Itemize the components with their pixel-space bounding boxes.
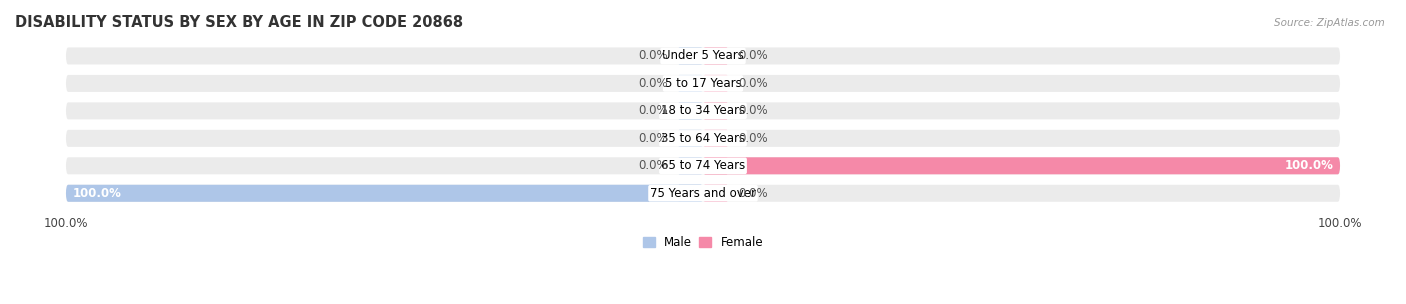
FancyBboxPatch shape — [703, 185, 728, 202]
FancyBboxPatch shape — [678, 130, 703, 147]
Text: 75 Years and over: 75 Years and over — [650, 187, 756, 200]
FancyBboxPatch shape — [703, 130, 728, 147]
FancyBboxPatch shape — [66, 185, 1340, 202]
Text: 65 to 74 Years: 65 to 74 Years — [661, 159, 745, 172]
FancyBboxPatch shape — [66, 102, 1340, 119]
Legend: Male, Female: Male, Female — [638, 231, 768, 254]
Text: 0.0%: 0.0% — [638, 104, 668, 117]
Text: 0.0%: 0.0% — [638, 77, 668, 90]
Text: 0.0%: 0.0% — [638, 159, 668, 172]
Text: DISABILITY STATUS BY SEX BY AGE IN ZIP CODE 20868: DISABILITY STATUS BY SEX BY AGE IN ZIP C… — [15, 15, 463, 30]
Text: 100.0%: 100.0% — [1285, 159, 1334, 172]
FancyBboxPatch shape — [66, 185, 703, 202]
Text: 0.0%: 0.0% — [638, 132, 668, 145]
Text: Under 5 Years: Under 5 Years — [662, 50, 744, 62]
Text: 0.0%: 0.0% — [738, 50, 768, 62]
FancyBboxPatch shape — [678, 157, 703, 174]
FancyBboxPatch shape — [703, 157, 1340, 174]
FancyBboxPatch shape — [66, 157, 1340, 174]
FancyBboxPatch shape — [678, 102, 703, 119]
Text: 18 to 34 Years: 18 to 34 Years — [661, 104, 745, 117]
Text: 0.0%: 0.0% — [638, 50, 668, 62]
FancyBboxPatch shape — [703, 102, 728, 119]
FancyBboxPatch shape — [66, 47, 1340, 64]
Text: 0.0%: 0.0% — [738, 187, 768, 200]
Text: 5 to 17 Years: 5 to 17 Years — [665, 77, 741, 90]
Text: Source: ZipAtlas.com: Source: ZipAtlas.com — [1274, 18, 1385, 28]
Text: 0.0%: 0.0% — [738, 104, 768, 117]
Text: 0.0%: 0.0% — [738, 77, 768, 90]
Text: 0.0%: 0.0% — [738, 132, 768, 145]
FancyBboxPatch shape — [66, 75, 1340, 92]
FancyBboxPatch shape — [678, 75, 703, 92]
FancyBboxPatch shape — [703, 75, 728, 92]
FancyBboxPatch shape — [703, 157, 728, 174]
Text: 35 to 64 Years: 35 to 64 Years — [661, 132, 745, 145]
FancyBboxPatch shape — [678, 47, 703, 64]
Text: 100.0%: 100.0% — [72, 187, 121, 200]
FancyBboxPatch shape — [703, 47, 728, 64]
FancyBboxPatch shape — [678, 185, 703, 202]
FancyBboxPatch shape — [66, 130, 1340, 147]
